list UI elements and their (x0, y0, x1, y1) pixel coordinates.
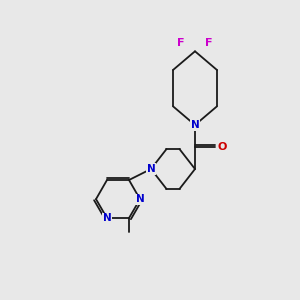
Text: N: N (190, 120, 200, 130)
Text: N: N (147, 164, 155, 174)
Text: O: O (217, 142, 227, 152)
Text: N: N (103, 213, 111, 223)
Text: N: N (136, 194, 144, 204)
Text: F: F (205, 38, 213, 48)
Text: F: F (177, 38, 185, 48)
